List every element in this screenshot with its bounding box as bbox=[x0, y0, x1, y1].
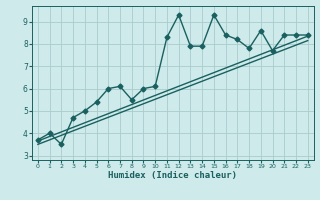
X-axis label: Humidex (Indice chaleur): Humidex (Indice chaleur) bbox=[108, 171, 237, 180]
